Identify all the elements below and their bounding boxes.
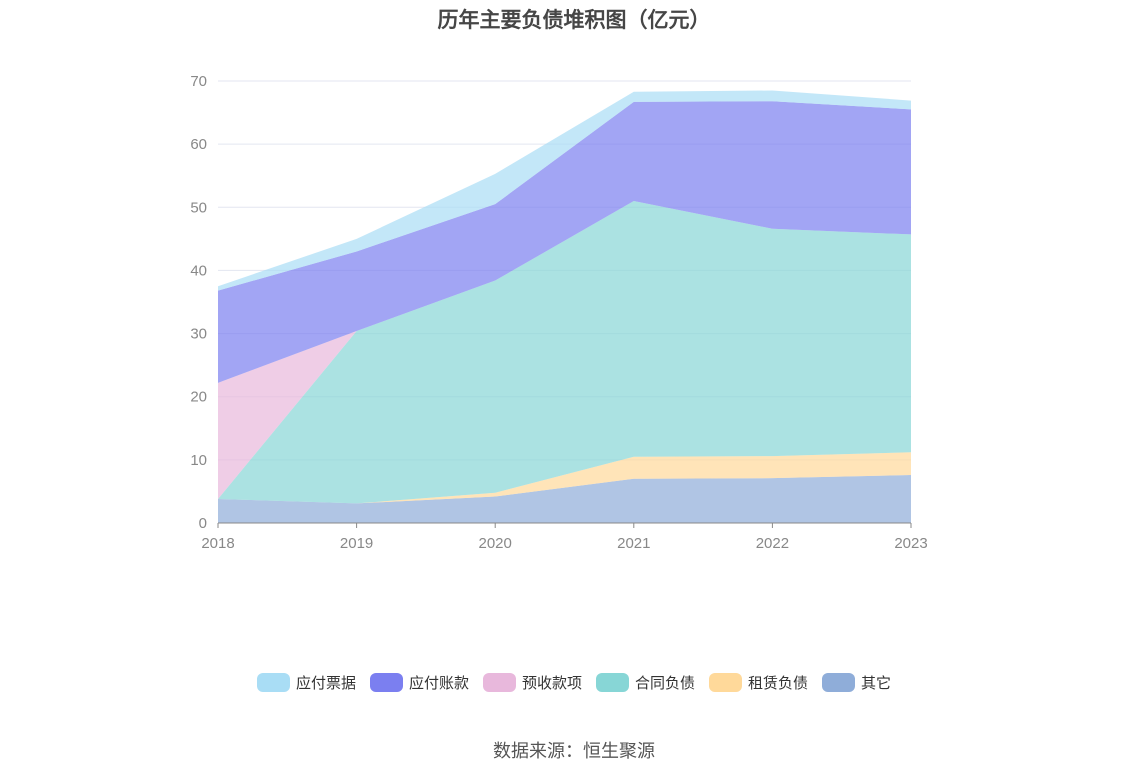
legend-item-other[interactable]: 其它	[822, 672, 891, 693]
x-tick-label: 2021	[617, 535, 650, 552]
legend-label: 合同负债	[635, 675, 696, 692]
legend-swatch	[256, 673, 290, 692]
y-tick-label: 50	[190, 199, 207, 216]
x-tick-label: 2023	[894, 535, 927, 552]
legend-item-advance-receipts[interactable]: 预收款项	[482, 672, 582, 693]
legend-swatch	[482, 673, 516, 692]
y-tick-label: 30	[190, 326, 207, 343]
legend: 应付票据 应付账款 预收款项 合同负债 租赁负债 其它	[0, 672, 1148, 693]
legend-label: 应付账款	[408, 675, 469, 692]
legend-label: 租赁负债	[748, 675, 809, 692]
legend-swatch	[822, 673, 856, 692]
x-tick-label: 2020	[479, 535, 512, 552]
area-series	[218, 200, 911, 504]
legend-label: 其它	[861, 675, 892, 692]
data-source-note: 数据来源：恒生聚源	[493, 741, 655, 761]
legend-swatch	[369, 673, 403, 692]
stacked-area-chart: 0 10 20 30 40 50 60 70 2018 2019 2020 2021 2022 2023	[190, 73, 927, 552]
x-tick-label: 2022	[756, 535, 789, 552]
y-tick-label: 10	[190, 452, 207, 469]
legend-label: 应付票据	[295, 675, 356, 692]
x-tick-label: 2019	[340, 535, 373, 552]
area-series	[218, 452, 911, 504]
legend-label: 预收款项	[521, 675, 582, 692]
y-tick-label: 60	[190, 136, 207, 153]
legend-swatch	[709, 673, 743, 692]
y-tick-label: 40	[190, 262, 207, 279]
legend-item-accounts-payable[interactable]: 应付账款	[369, 672, 469, 693]
legend-swatch	[596, 673, 629, 692]
y-tick-label: 20	[190, 389, 207, 406]
legend-item-lease-liabilities[interactable]: 租赁负债	[709, 672, 808, 693]
legend-item-notes-payable[interactable]: 应付票据	[256, 672, 356, 693]
legend-item-contract-liabilities[interactable]: 合同负债	[596, 672, 695, 693]
area-series	[218, 101, 911, 383]
area-series	[218, 90, 911, 291]
chart-title: 历年主要负债堆积图（亿元）	[437, 9, 711, 32]
area-series	[218, 475, 911, 523]
y-tick-label: 0	[199, 515, 207, 532]
y-tick-label: 70	[190, 73, 207, 90]
x-tick-label: 2018	[201, 535, 234, 552]
